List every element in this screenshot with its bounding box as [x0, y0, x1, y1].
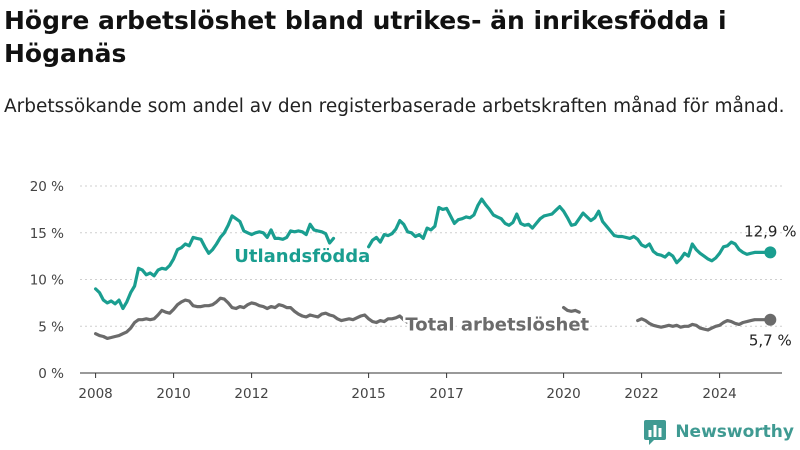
x-tick-label: 2024 — [702, 386, 736, 402]
x-tick-label: 2010 — [156, 386, 190, 402]
x-tick-label: 2008 — [78, 386, 112, 402]
series-name-label-utlandsf-dda: Utlandsfödda — [234, 246, 370, 267]
y-tick-label: 10 % — [30, 273, 64, 289]
series-end-point-total-arbetsl-shet — [764, 313, 777, 326]
series-line-total-arbetsl-shet — [562, 306, 581, 314]
series-end-label-utlandsf-dda: 12,9 % — [744, 222, 796, 240]
gridlines — [80, 185, 782, 327]
y-axis-tick-labels: 0 % 5 % 10 % 15 % 20 % — [30, 179, 64, 382]
y-tick-label: 20 % — [30, 179, 64, 195]
x-tick-label: 2015 — [351, 386, 385, 402]
newsworthy-logo-icon — [644, 420, 667, 445]
series-end-label-total-arbetsl-shet: 5,7 % — [749, 332, 792, 350]
y-tick-label: 15 % — [30, 226, 64, 242]
series-line-utlandsf-dda — [367, 197, 772, 265]
chart-subtitle: Arbetssökande som andel av den registerb… — [4, 96, 785, 117]
newsworthy-brand[interactable]: Newsworthy — [643, 419, 794, 445]
y-tick-label: 0 % — [38, 366, 64, 382]
x-axis: 2008 2010 2012 2015 2017 2020 2022 2024 — [78, 372, 782, 402]
x-tick-label: 2017 — [429, 386, 463, 402]
chart-title: Högre arbetslöshet bland utrikes- än inr… — [4, 6, 727, 68]
x-tick-label: 2022 — [624, 386, 658, 402]
x-tick-label: 2020 — [546, 386, 580, 402]
series-line-total-arbetsl-shet — [94, 296, 417, 340]
series-labels: 12,9 % 5,7 % Utlandsfödda Total arbetslöshe… — [232, 222, 797, 350]
series-name-label-total-arbetsl-shet: Total arbetslöshet — [405, 314, 589, 335]
brand-name: Newsworthy — [675, 422, 794, 442]
series-line-utlandsf-dda — [94, 214, 336, 311]
x-tick-label: 2012 — [234, 386, 268, 402]
series-end-point-utlandsf-dda — [764, 246, 777, 259]
series-line-total-arbetsl-shet — [636, 317, 772, 332]
series-lines — [94, 197, 777, 340]
y-tick-label: 5 % — [38, 319, 64, 335]
